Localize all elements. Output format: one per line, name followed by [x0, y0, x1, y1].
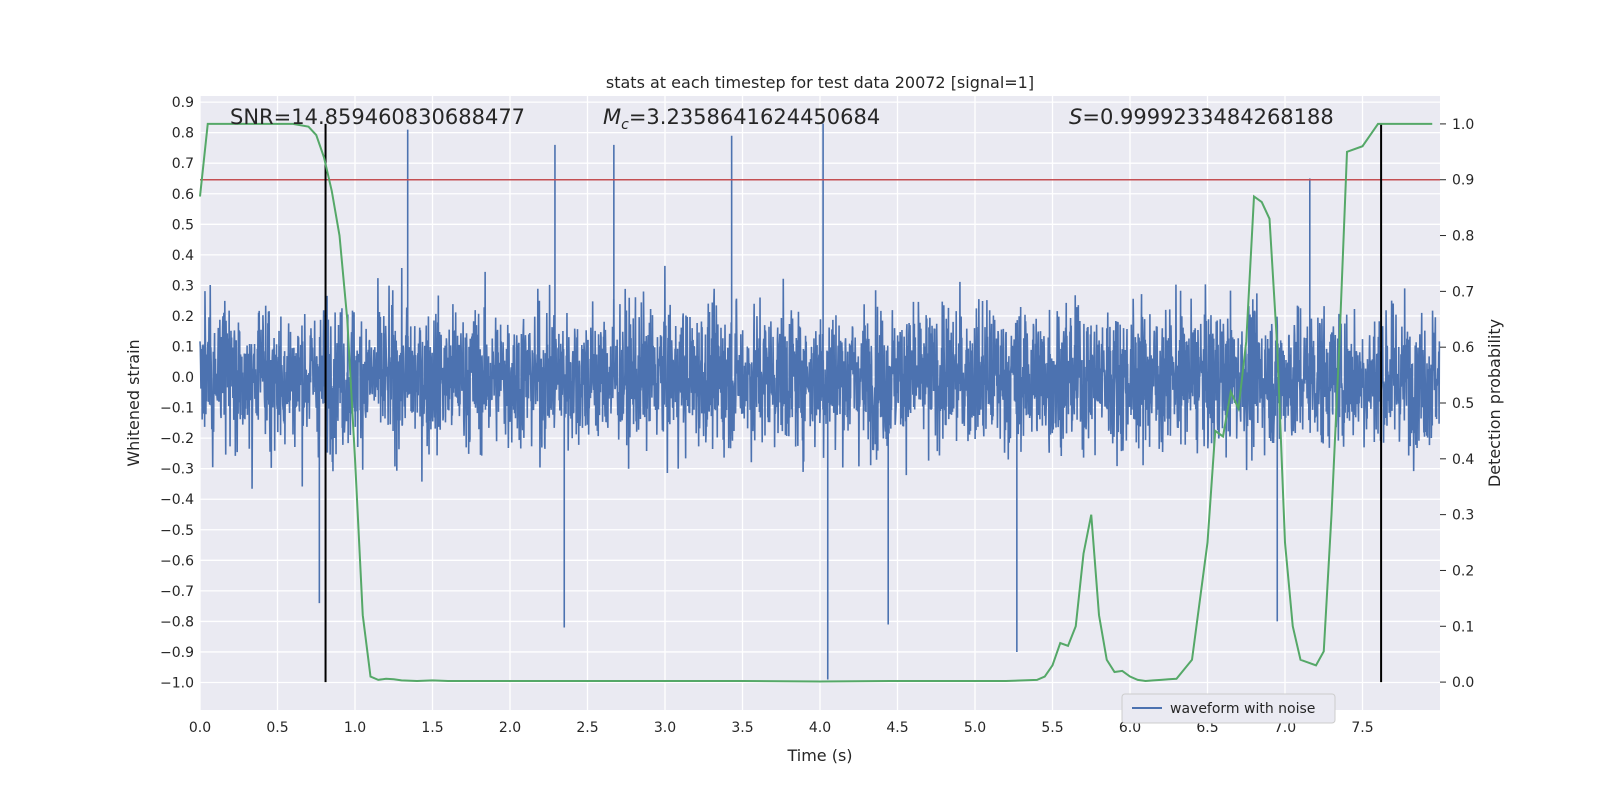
y-tick-label: −0.8	[160, 614, 194, 630]
y-tick-label: 0.5	[172, 217, 194, 233]
y-tick-label: −0.1	[160, 401, 194, 417]
x-tick-label: 1.0	[344, 720, 366, 736]
waveform-series	[199, 123, 1441, 680]
x-tick-label: 2.5	[576, 720, 598, 736]
y-tick-label: 0.8	[172, 126, 194, 142]
y-tick-label: 0.4	[172, 248, 194, 264]
score-annotation: S=0.9999233484268188	[1069, 105, 1334, 129]
y-tick-label: 0.9	[172, 95, 194, 111]
y2-tick-label: 0.7	[1452, 284, 1474, 300]
x-axis-label: Time (s)	[786, 746, 852, 765]
y2-tick-label: 0.9	[1452, 173, 1474, 189]
y-tick-label: 0.1	[172, 339, 194, 355]
y2-tick-label: 0.6	[1452, 340, 1474, 356]
x-tick-label: 4.5	[886, 720, 908, 736]
x-tick-label: 5.5	[1041, 720, 1063, 736]
x-tick-label: 6.0	[1119, 720, 1141, 736]
y2-tick-label: 0.1	[1452, 619, 1474, 635]
x-tick-label: 7.5	[1351, 720, 1373, 736]
y2-tick-label: 0.8	[1452, 229, 1474, 245]
legend-box	[1121, 693, 1336, 724]
detection-probability-line	[199, 122, 1433, 683]
y-tick-label: −0.4	[160, 492, 194, 508]
x-tick-label: 7.0	[1274, 720, 1296, 736]
y-tick-label: 0.6	[172, 187, 194, 203]
y2-tick-label: 0.2	[1452, 563, 1474, 579]
y-tick-label: −0.2	[160, 431, 194, 447]
y-tick-label: −0.3	[160, 462, 194, 478]
snr-annotation: SNR=14.859460830688477	[230, 105, 525, 129]
x-tick-label: 6.5	[1196, 720, 1218, 736]
legend-label: waveform with noise	[1170, 701, 1315, 717]
x-tick-label: 2.0	[499, 720, 521, 736]
y2-axis-label: Detection probability	[1485, 319, 1504, 487]
y-axis-label: Whitened strain	[124, 339, 143, 466]
x-tick-label: 3.5	[731, 720, 753, 736]
x-tick-label: 1.5	[421, 720, 443, 736]
chirp-mass-value: =3.2358641624450684	[629, 105, 880, 129]
y-tick-label: −0.6	[160, 553, 194, 569]
y2-tick-label: 0.3	[1452, 508, 1474, 524]
y2-tick-label: 1.0	[1452, 117, 1474, 133]
axes: 0.0 0.5 1.0 1.5 2.0 2.5 3.0 3.5 4.0 4.5 5.0 5.5 6.0 6…	[160, 95, 1474, 736]
score-value: =0.9999233484268188	[1082, 105, 1333, 129]
x-tick-label: 3.0	[654, 720, 676, 736]
chirp-mass-annotation: Mc=3.2358641624450684	[603, 105, 880, 133]
x-tick-label: 4.0	[809, 720, 831, 736]
y-tick-label: −0.7	[160, 584, 194, 600]
y2-tick-label: 0.4	[1452, 452, 1474, 468]
y-tick-label: 0.3	[172, 278, 194, 294]
chirp-mass-subscript: c	[621, 117, 629, 133]
chirp-mass-symbol: M	[603, 105, 621, 129]
y-tick-label: −0.9	[160, 645, 194, 661]
chart-title: stats at each timestep for test data 200…	[606, 73, 1034, 92]
y-tick-label: −0.5	[160, 523, 194, 539]
y-tick-label: 0.0	[172, 370, 194, 386]
y-tick-label: −1.0	[160, 676, 194, 692]
y-tick-label: 0.7	[172, 156, 194, 172]
y2-tick-label: 0.5	[1452, 396, 1474, 412]
y2-tick-label: 0.0	[1452, 675, 1474, 691]
x-tick-label: 5.0	[964, 720, 986, 736]
overlay-lines	[199, 122, 1440, 683]
score-symbol: S	[1069, 105, 1082, 129]
waveform-line	[199, 265, 1441, 489]
x-tick-label: 0.0	[189, 720, 211, 736]
x-tick-label: 0.5	[266, 720, 288, 736]
y-tick-label: 0.2	[172, 309, 194, 325]
legend: waveform with noise	[1121, 693, 1336, 724]
